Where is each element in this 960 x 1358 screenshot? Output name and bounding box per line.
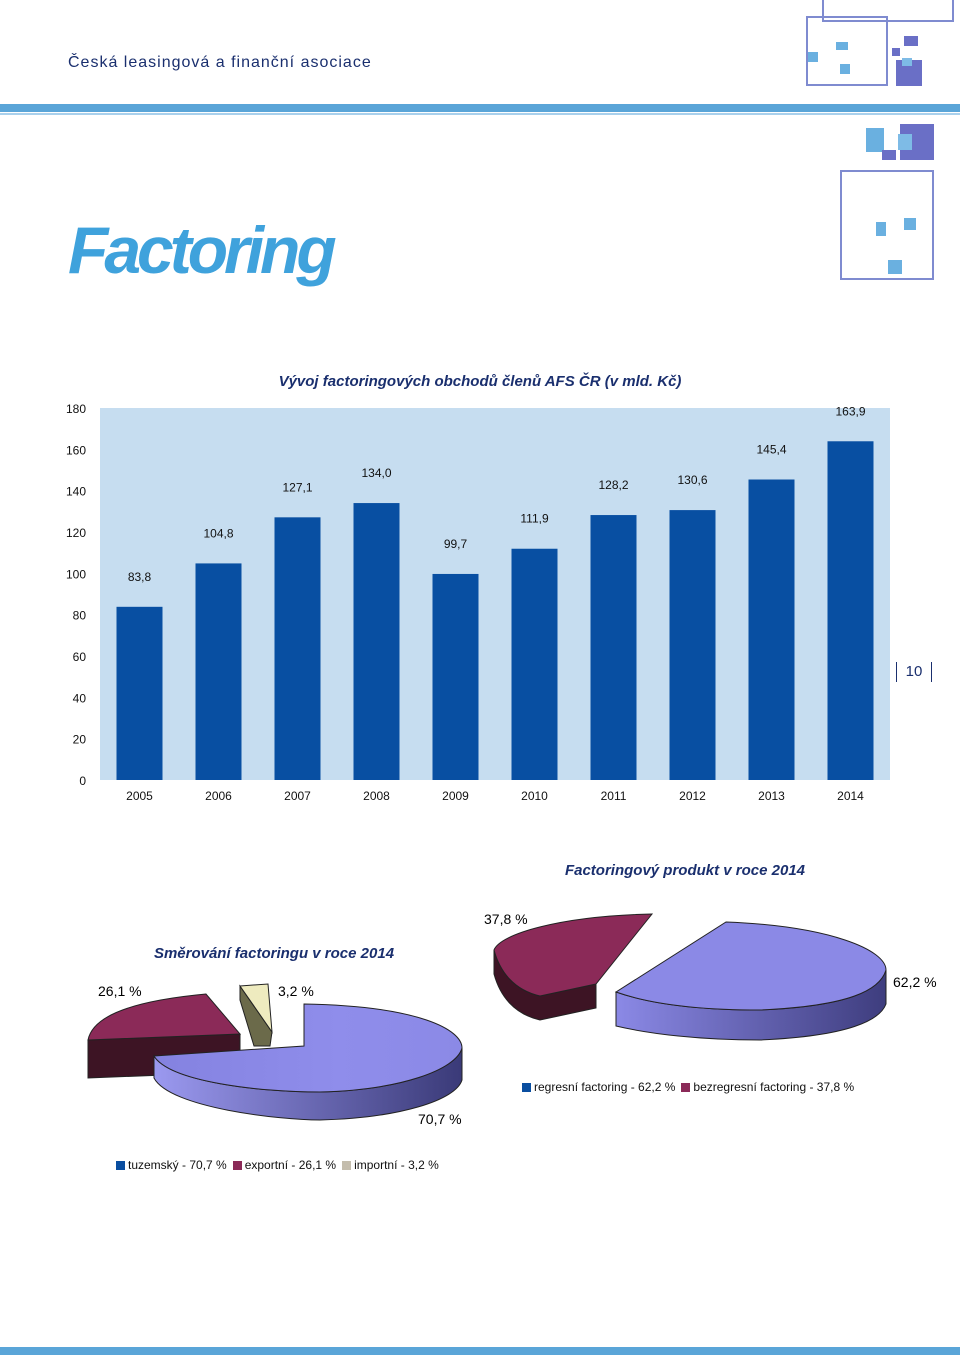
header-rule xyxy=(0,104,960,112)
legend-label: regresní factoring - 62,2 % xyxy=(534,1080,676,1094)
x-tick-label: 2013 xyxy=(758,789,785,803)
y-tick-label: 60 xyxy=(73,650,87,664)
pie2-label-recourse: 62,2 % xyxy=(893,974,937,990)
bars xyxy=(116,441,874,780)
x-tick-label: 2014 xyxy=(837,789,864,803)
x-tick-label: 2008 xyxy=(363,789,390,803)
decor-square xyxy=(898,134,912,150)
x-tick-label: 2009 xyxy=(442,789,469,803)
bar xyxy=(116,606,163,780)
header-rule-thin xyxy=(0,113,960,115)
pie2-slice-recourse xyxy=(614,921,887,1041)
bar xyxy=(748,479,795,780)
decor-square xyxy=(836,42,848,50)
decor-square xyxy=(876,222,886,236)
bar xyxy=(353,503,400,780)
legend-label: exportní - 26,1 % xyxy=(244,1158,337,1172)
pie2-slice-nonrecourse xyxy=(493,913,654,1021)
pie2-legend: regresní factoring - 62,2 % bezregresní … xyxy=(522,1080,860,1094)
decor-frame-2 xyxy=(806,16,888,86)
bar-data-label: 145,4 xyxy=(756,443,786,457)
pie1-label-domestic: 70,7 % xyxy=(418,1111,462,1127)
y-tick-label: 160 xyxy=(66,443,86,457)
y-tick-label: 120 xyxy=(66,526,86,540)
decor-square xyxy=(808,52,818,62)
pie1-label-import: 3,2 % xyxy=(278,983,314,999)
bar xyxy=(195,563,242,780)
legend-swatch xyxy=(342,1160,352,1170)
y-tick-label: 140 xyxy=(66,485,86,499)
bar-chart: Vývoj factoringových obchodů členů AFS Č… xyxy=(66,372,890,803)
pie2-label-nonrecourse: 37,8 % xyxy=(484,911,528,927)
x-tick-label: 2006 xyxy=(205,789,232,803)
pie1-label-export: 26,1 % xyxy=(98,983,142,999)
bar-data-label: 111,9 xyxy=(520,512,549,526)
decor-square xyxy=(904,36,918,46)
pie2-legend-item: bezregresní factoring - 37,8 % xyxy=(681,1080,854,1094)
bar-data-label: 99,7 xyxy=(444,537,468,551)
bar xyxy=(274,517,321,780)
bar xyxy=(669,510,716,780)
y-axis-ticks: 0 20 40 60 80 100 120 140 160 180 xyxy=(66,402,86,788)
decor-square xyxy=(840,64,850,74)
decor-square xyxy=(902,58,912,66)
pie1-legend-item: exportní - 26,1 % xyxy=(232,1158,337,1172)
bar-data-label: 104,8 xyxy=(203,526,233,540)
header-org-name: Česká leasingová a finanční asociace xyxy=(68,54,372,71)
y-tick-label: 20 xyxy=(73,733,87,747)
pie2-title: Factoringový produkt v roce 2014 xyxy=(565,862,806,879)
x-axis-ticks: 2005 2006 2007 2008 2009 2010 2011 2012 2013 2014 xyxy=(126,789,864,803)
decor-frame-1 xyxy=(822,0,954,22)
decor-square xyxy=(892,48,900,56)
bar xyxy=(590,515,637,780)
footer-rule xyxy=(0,1347,960,1355)
pie1-slice-import xyxy=(239,983,273,1047)
bar-data-label: 83,8 xyxy=(128,570,152,584)
bar-data-label: 128,2 xyxy=(598,478,628,492)
y-tick-label: 80 xyxy=(73,609,87,623)
pie1-legend-item: importní - 3,2 % xyxy=(342,1158,439,1172)
pie1-legend-item: tuzemský - 70,7 % xyxy=(116,1158,227,1172)
pie1-slice-export xyxy=(87,993,242,1079)
legend-label: bezregresní factoring - 37,8 % xyxy=(693,1080,855,1094)
legend-label: tuzemský - 70,7 % xyxy=(128,1158,227,1172)
bar-data-label: 163,9 xyxy=(835,404,865,418)
x-tick-label: 2011 xyxy=(601,789,627,803)
bar-data-labels: 83,8 104,8 127,1 134,0 99,7 111,9 128,2 130,6 14… xyxy=(128,404,866,584)
legend-swatch xyxy=(522,1082,531,1092)
bar xyxy=(432,573,479,780)
y-tick-label: 40 xyxy=(73,691,87,705)
x-tick-label: 2007 xyxy=(284,789,311,803)
decor-square xyxy=(904,218,916,230)
bar-data-label: 130,6 xyxy=(677,473,707,487)
pie1-legend: tuzemský - 70,7 % exportní - 26,1 % impo… xyxy=(116,1158,445,1172)
y-tick-label: 100 xyxy=(66,567,86,581)
x-tick-label: 2012 xyxy=(679,789,706,803)
x-tick-label: 2005 xyxy=(126,789,153,803)
decor-frame-3 xyxy=(840,170,934,280)
x-tick-label: 2010 xyxy=(521,789,548,803)
page-number: 10 xyxy=(896,662,932,682)
page-heading: Factoring xyxy=(68,213,337,287)
bar-data-label: 134,0 xyxy=(361,466,391,480)
decor-square xyxy=(882,150,896,160)
pie1-slice-domestic xyxy=(153,1003,463,1121)
legend-swatch xyxy=(232,1160,242,1170)
y-tick-label: 180 xyxy=(66,402,86,416)
decor-square xyxy=(888,260,902,274)
bar-chart-title: Vývoj factoringových obchodů členů AFS Č… xyxy=(279,372,682,390)
bar xyxy=(827,441,874,780)
legend-label: importní - 3,2 % xyxy=(354,1158,439,1172)
bar-data-label: 127,1 xyxy=(282,480,312,494)
legend-swatch xyxy=(116,1160,125,1170)
y-tick-label: 0 xyxy=(79,774,86,788)
pie1-title: Směrování factoringu v roce 2014 xyxy=(154,945,395,962)
decor-square xyxy=(866,128,884,152)
bar xyxy=(511,548,558,780)
pie2-legend-item: regresní factoring - 62,2 % xyxy=(522,1080,675,1094)
legend-swatch xyxy=(681,1082,691,1092)
